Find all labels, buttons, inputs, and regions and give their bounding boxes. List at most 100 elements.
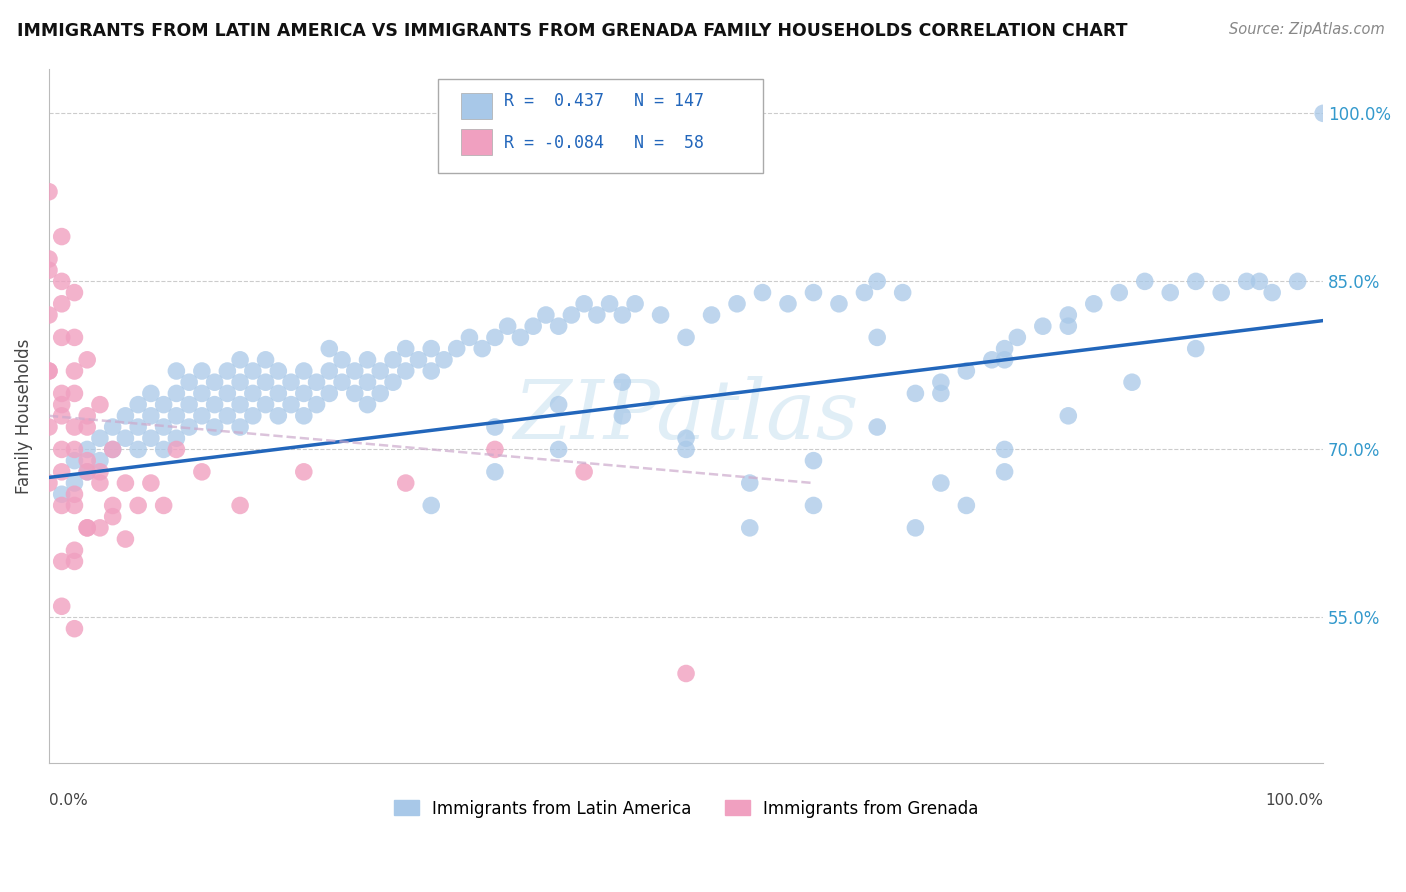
Point <box>165 386 187 401</box>
Point <box>318 386 340 401</box>
Point <box>191 386 214 401</box>
Point <box>866 274 889 288</box>
Point <box>101 442 124 457</box>
Point <box>356 352 378 367</box>
Point <box>76 409 98 423</box>
Point <box>1249 274 1271 288</box>
Point <box>572 465 595 479</box>
Point <box>191 409 214 423</box>
Point <box>1286 274 1309 288</box>
Point <box>904 521 927 535</box>
Point <box>280 375 302 389</box>
Point <box>38 252 60 266</box>
Point <box>866 420 889 434</box>
Point <box>89 521 111 535</box>
Point <box>534 308 557 322</box>
Point <box>612 375 634 389</box>
Point <box>675 442 697 457</box>
Point <box>114 476 136 491</box>
Point <box>38 364 60 378</box>
Text: Source: ZipAtlas.com: Source: ZipAtlas.com <box>1229 22 1385 37</box>
Point <box>420 499 443 513</box>
Point <box>191 465 214 479</box>
Point <box>318 342 340 356</box>
Point <box>980 352 1002 367</box>
Point <box>76 352 98 367</box>
Point <box>267 409 290 423</box>
FancyBboxPatch shape <box>461 129 492 155</box>
Point <box>1236 274 1258 288</box>
Point <box>76 521 98 535</box>
Point <box>484 465 506 479</box>
Point <box>382 352 405 367</box>
Point <box>229 420 252 434</box>
Point <box>1007 330 1029 344</box>
Point <box>114 431 136 445</box>
Point <box>38 420 60 434</box>
Point <box>152 420 174 434</box>
Point <box>165 409 187 423</box>
Point <box>382 375 405 389</box>
Point <box>368 386 391 401</box>
Point <box>229 499 252 513</box>
Point <box>1057 409 1080 423</box>
Point <box>725 297 748 311</box>
Point <box>433 352 456 367</box>
Point <box>38 263 60 277</box>
Point <box>63 622 86 636</box>
Point <box>139 476 162 491</box>
Point <box>496 319 519 334</box>
Point <box>395 364 418 378</box>
Point <box>343 364 366 378</box>
Point <box>51 554 73 568</box>
Point <box>51 330 73 344</box>
Point <box>267 364 290 378</box>
Point <box>994 342 1017 356</box>
Point <box>572 297 595 311</box>
Point <box>76 453 98 467</box>
Point <box>63 453 86 467</box>
Point <box>63 543 86 558</box>
Point <box>114 409 136 423</box>
Point <box>356 398 378 412</box>
Point <box>356 375 378 389</box>
Point <box>904 386 927 401</box>
Point <box>242 386 264 401</box>
Text: R = -0.084   N =  58: R = -0.084 N = 58 <box>503 134 704 152</box>
Point <box>343 386 366 401</box>
Point <box>803 499 825 513</box>
Point <box>114 532 136 546</box>
Point <box>51 229 73 244</box>
Point <box>217 386 239 401</box>
Point <box>522 319 544 334</box>
Legend: Immigrants from Latin America, Immigrants from Grenada: Immigrants from Latin America, Immigrant… <box>387 793 986 824</box>
Point <box>612 409 634 423</box>
Point <box>127 442 149 457</box>
Point <box>484 330 506 344</box>
FancyBboxPatch shape <box>437 78 762 173</box>
Point <box>292 465 315 479</box>
Point <box>254 352 277 367</box>
Point <box>955 364 977 378</box>
Point <box>1032 319 1054 334</box>
Point <box>139 409 162 423</box>
Point <box>139 431 162 445</box>
Point <box>254 375 277 389</box>
Point <box>1261 285 1284 300</box>
FancyBboxPatch shape <box>461 93 492 120</box>
Point <box>179 375 201 389</box>
Point <box>280 398 302 412</box>
Point <box>891 285 914 300</box>
Point <box>803 453 825 467</box>
Point <box>63 499 86 513</box>
Point <box>675 431 697 445</box>
Point <box>101 509 124 524</box>
Point <box>127 499 149 513</box>
Point <box>408 352 430 367</box>
Point <box>368 364 391 378</box>
Point <box>675 666 697 681</box>
Point <box>318 364 340 378</box>
Point <box>650 308 672 322</box>
Point <box>51 487 73 501</box>
Y-axis label: Family Households: Family Households <box>15 338 32 493</box>
